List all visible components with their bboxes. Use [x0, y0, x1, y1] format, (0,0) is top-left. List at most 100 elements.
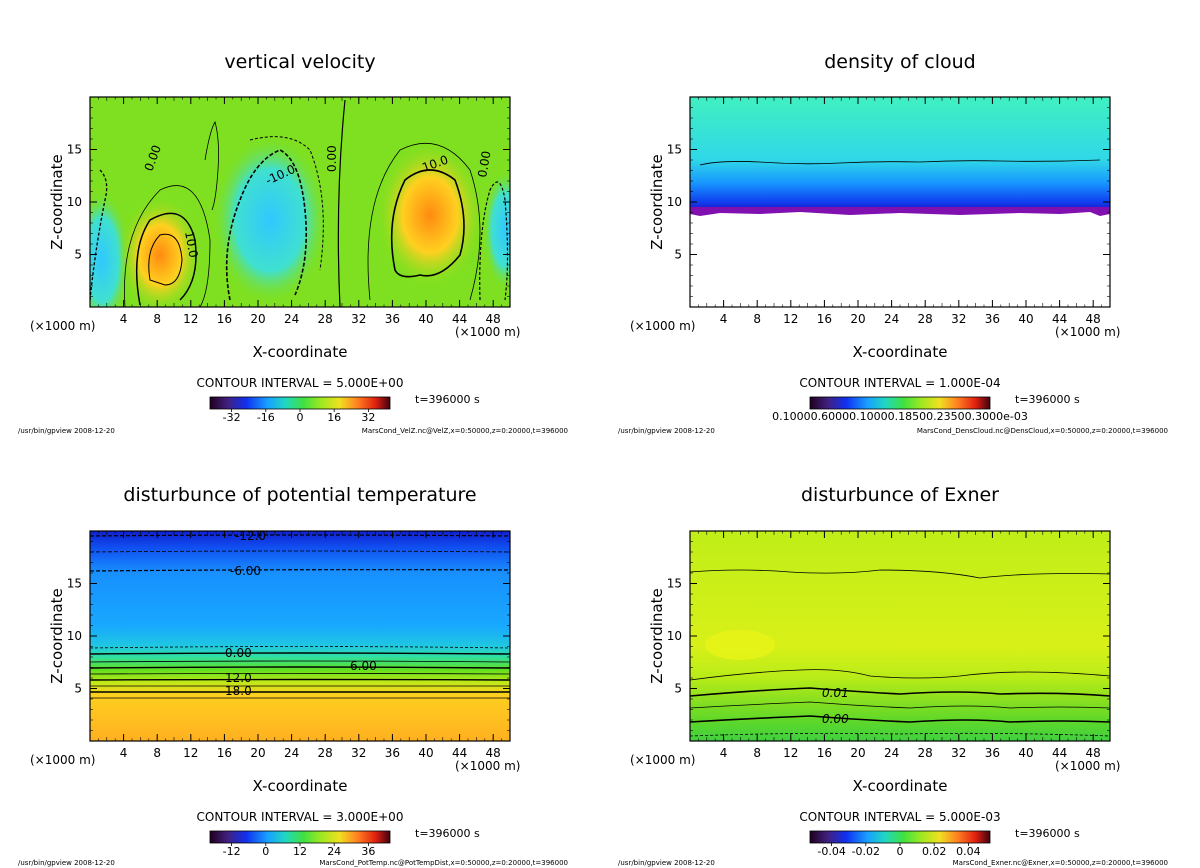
- chart-title: disturbunce of potential temperature: [123, 484, 476, 506]
- y-tick-label: 10: [67, 195, 82, 209]
- x-tick-label: 44: [1052, 746, 1067, 760]
- x-unit-right: (×1000 m): [455, 759, 520, 773]
- contour-label: 0.00: [225, 646, 252, 660]
- contour-interval: CONTOUR INTERVAL = 5.000E+00: [197, 376, 404, 390]
- contour-line: [690, 669, 1110, 681]
- colorbar-tick-label: 0.04: [956, 845, 981, 858]
- contour-line: [90, 550, 510, 553]
- x-tick-label: 40: [418, 312, 433, 326]
- y-tick-label: 10: [667, 629, 682, 643]
- x-tick-label: 4: [120, 746, 128, 760]
- y-axis-label: Z-coordinate: [48, 588, 66, 683]
- x-tick-label: 8: [153, 746, 161, 760]
- contour-line: [90, 660, 510, 663]
- y-tick-label: 5: [674, 248, 682, 262]
- colorbar-tick-label: 12: [293, 845, 307, 858]
- x-tick-label: 36: [985, 312, 1000, 326]
- colorbar: [209, 830, 391, 844]
- x-tick-label: 12: [183, 312, 198, 326]
- field-bright-spot: [705, 630, 775, 660]
- x-tick-label: 28: [918, 746, 933, 760]
- cloud-layer: [690, 97, 1110, 211]
- chart-title: disturbunce of Exner: [801, 484, 999, 506]
- contour-label: 0.00: [822, 712, 849, 726]
- colorbar-tick-label: -32: [223, 411, 241, 424]
- colorbar-tick-label: 36: [361, 845, 375, 858]
- x-tick-label: 48: [1086, 746, 1101, 760]
- x-tick-label: 40: [418, 746, 433, 760]
- contour-line: [337, 99, 346, 307]
- footer-right: MarsCond_DensCloud.nc@DensCloud,x=0:5000…: [917, 427, 1168, 435]
- contour-label: 18.0: [225, 684, 252, 698]
- x-tick-label: 4: [720, 312, 728, 326]
- x-tick-label: 36: [385, 312, 400, 326]
- colorbar-ticks: -0.04 -0.02 0 0.02 0.04: [817, 843, 981, 858]
- x-tick-label: 8: [753, 746, 761, 760]
- x-unit-right: (×1000 m): [1055, 325, 1120, 339]
- footer-right: MarsCond_Exner.nc@Exner,x=0:50000,z=0:20…: [953, 859, 1168, 867]
- contour-line: [124, 185, 211, 307]
- colorbar-tick-label: -0.02: [852, 845, 880, 858]
- x-tick-label: 8: [153, 312, 161, 326]
- contour-line: [90, 534, 510, 537]
- contour-label: -6.00: [230, 564, 261, 578]
- chart-title: density of cloud: [824, 51, 976, 73]
- footer-left: /usr/bin/gpview 2008-12-20: [618, 427, 715, 435]
- x-tick-label: 48: [486, 746, 501, 760]
- footer-left: /usr/bin/gpview 2008-12-20: [618, 859, 715, 867]
- x-tick-label: 48: [486, 312, 501, 326]
- y-tick-label: 10: [67, 629, 82, 643]
- contour-line: [90, 652, 510, 655]
- colorbar-tick-label: 16: [327, 411, 341, 424]
- y-tick-label: 5: [74, 248, 82, 262]
- x-tick-label: 24: [284, 312, 299, 326]
- footer-right: MarsCond_VelZ.nc@VelZ,x=0:50000,z=0:2000…: [362, 427, 568, 435]
- colorbar-tick-label: 0: [897, 845, 904, 858]
- x-tick-label: 36: [985, 746, 1000, 760]
- x-unit-left: (×1000 m): [630, 753, 695, 767]
- x-tick-label: 16: [817, 746, 832, 760]
- plot-area: [690, 97, 1110, 307]
- contour-line: [225, 149, 308, 301]
- colorbar-tick-label: 0: [262, 845, 269, 858]
- x-tick-label: 32: [351, 746, 366, 760]
- plot-area: [90, 97, 510, 307]
- contour-line: [90, 678, 510, 681]
- y-tick-label: 5: [674, 682, 682, 696]
- footer-right: MarsCond_PotTemp.nc@PotTempDist,x=0:5000…: [319, 859, 568, 867]
- y-tick-label: 15: [67, 577, 82, 591]
- x-tick-label: 28: [318, 746, 333, 760]
- x-tick-label: 12: [183, 746, 198, 760]
- contour-line: [90, 169, 108, 301]
- contour-line: [690, 569, 1110, 579]
- x-tick-label: 40: [1018, 312, 1033, 326]
- contour-line: [204, 121, 219, 211]
- x-tick-label: 12: [783, 312, 798, 326]
- x-tick-label: 4: [720, 746, 728, 760]
- x-tick-label: 44: [452, 312, 467, 326]
- colorbar: [809, 396, 991, 410]
- colorbar-tick-label: 32: [361, 411, 375, 424]
- x-tick-label: 8: [753, 312, 761, 326]
- x-axis-label: X-coordinate: [253, 777, 348, 795]
- colorbar-tick-label: -0.04: [817, 845, 845, 858]
- x-tick-label: 4: [120, 312, 128, 326]
- contour-label: 0.00: [325, 145, 339, 172]
- y-tick-label: 5: [74, 682, 82, 696]
- field-negative-22km: [212, 135, 328, 305]
- x-tick-label: 24: [884, 312, 899, 326]
- contour-label: 12.0: [225, 671, 252, 685]
- contour-line: [699, 159, 1101, 166]
- x-tick-label: 44: [1052, 312, 1067, 326]
- colorbar: [209, 396, 391, 410]
- x-tick-label: 24: [284, 746, 299, 760]
- contour-interval: CONTOUR INTERVAL = 5.000E-03: [799, 810, 1000, 824]
- contour-line: [367, 143, 481, 301]
- colorbar-tick-label: -12: [223, 845, 241, 858]
